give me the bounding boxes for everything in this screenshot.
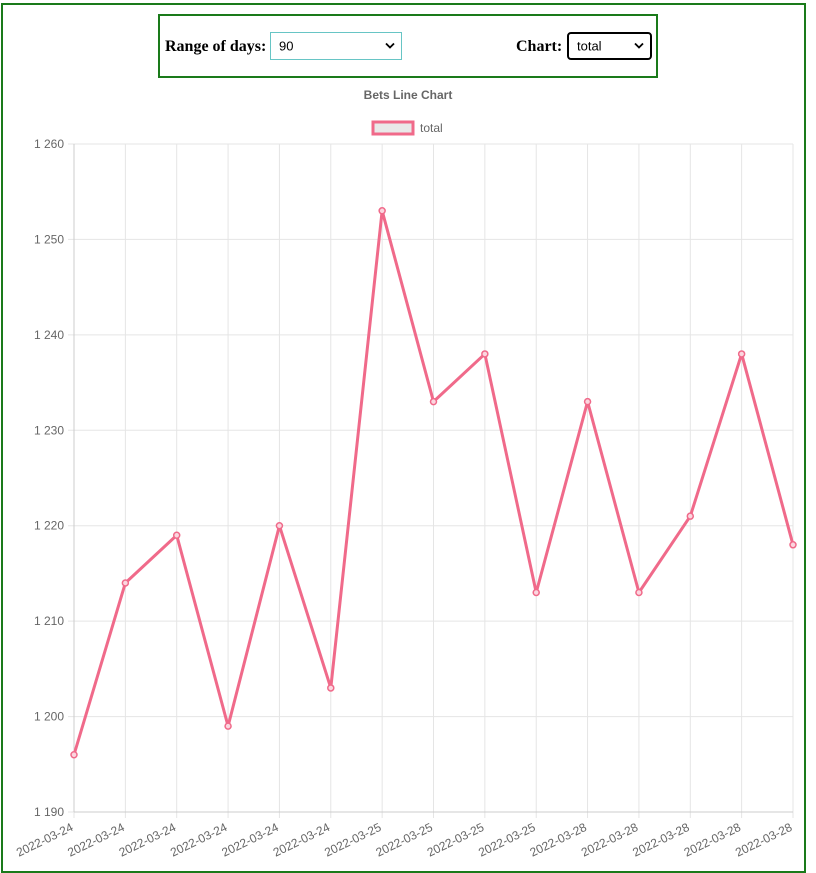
y-tick-label: 1 210: [34, 614, 64, 628]
data-point[interactable]: [378, 207, 386, 215]
y-tick-label: 1 260: [34, 137, 64, 151]
data-point[interactable]: [686, 512, 695, 520]
y-tick-label: 1 240: [34, 328, 64, 342]
x-tick-label: 2022-03-28: [733, 820, 795, 860]
y-tick-label: 1 190: [34, 805, 64, 819]
x-tick-label: 2022-03-24: [271, 820, 333, 860]
chart-title: Bets Line Chart: [364, 88, 453, 102]
range-of-days-label: Range of days:: [165, 38, 267, 55]
data-point[interactable]: [70, 750, 78, 759]
x-tick-label: 2022-03-24: [219, 820, 281, 860]
x-tick-label: 2022-03-24: [117, 820, 179, 860]
x-tick-label: 2022-03-28: [528, 820, 590, 860]
data-point[interactable]: [429, 397, 438, 406]
x-tick-label: 2022-03-28: [630, 820, 692, 860]
data-point[interactable]: [532, 588, 540, 597]
data-point[interactable]: [224, 722, 232, 730]
y-axis-ticks: 1 190 1 200 1 210 1 220 1 230 1 240 1 250 1 260: [34, 137, 64, 819]
range-of-days-value: 90: [279, 38, 294, 54]
data-point[interactable]: [327, 684, 335, 692]
legend-swatch: [371, 120, 415, 136]
data-point[interactable]: [583, 397, 592, 406]
x-tick-label: 2022-03-24: [65, 820, 127, 860]
y-tick-label: 1 220: [34, 519, 64, 533]
y-tick-label: 1 200: [34, 710, 64, 724]
chart-type-value: total: [577, 38, 602, 54]
x-tick-label: 2022-03-25: [425, 820, 487, 860]
y-tick-label: 1 250: [34, 232, 64, 246]
controls-panel: Range of days: 90 Chart: total: [158, 14, 658, 78]
chart-type-select[interactable]: total: [567, 32, 652, 60]
x-tick-label: 2022-03-25: [322, 820, 384, 860]
data-point[interactable]: [789, 541, 797, 549]
data-point[interactable]: [275, 521, 284, 530]
range-of-days-select[interactable]: 90: [270, 32, 402, 60]
series-total: [70, 207, 797, 759]
data-point[interactable]: [737, 350, 746, 358]
chevron-down-icon: [634, 42, 644, 49]
y-tick-label: 1 230: [34, 423, 64, 437]
data-point[interactable]: [635, 588, 643, 597]
legend-label: total: [420, 121, 443, 135]
x-tick-label: 2022-03-28: [579, 820, 641, 860]
grid: [68, 143, 794, 818]
chart-legend[interactable]: total: [371, 120, 443, 136]
x-axis-ticks: 2022-03-242022-03-242022-03-242022-03-24…: [14, 820, 795, 860]
data-point[interactable]: [172, 531, 181, 540]
data-point[interactable]: [481, 350, 489, 358]
data-point[interactable]: [121, 579, 130, 587]
x-tick-label: 2022-03-25: [374, 820, 436, 860]
x-tick-label: 2022-03-28: [682, 820, 744, 860]
x-tick-label: 2022-03-24: [14, 820, 76, 860]
chart-label: Chart:: [516, 38, 563, 55]
x-tick-label: 2022-03-24: [168, 820, 230, 860]
chevron-down-icon: [385, 42, 395, 49]
x-tick-label: 2022-03-25: [476, 820, 538, 860]
